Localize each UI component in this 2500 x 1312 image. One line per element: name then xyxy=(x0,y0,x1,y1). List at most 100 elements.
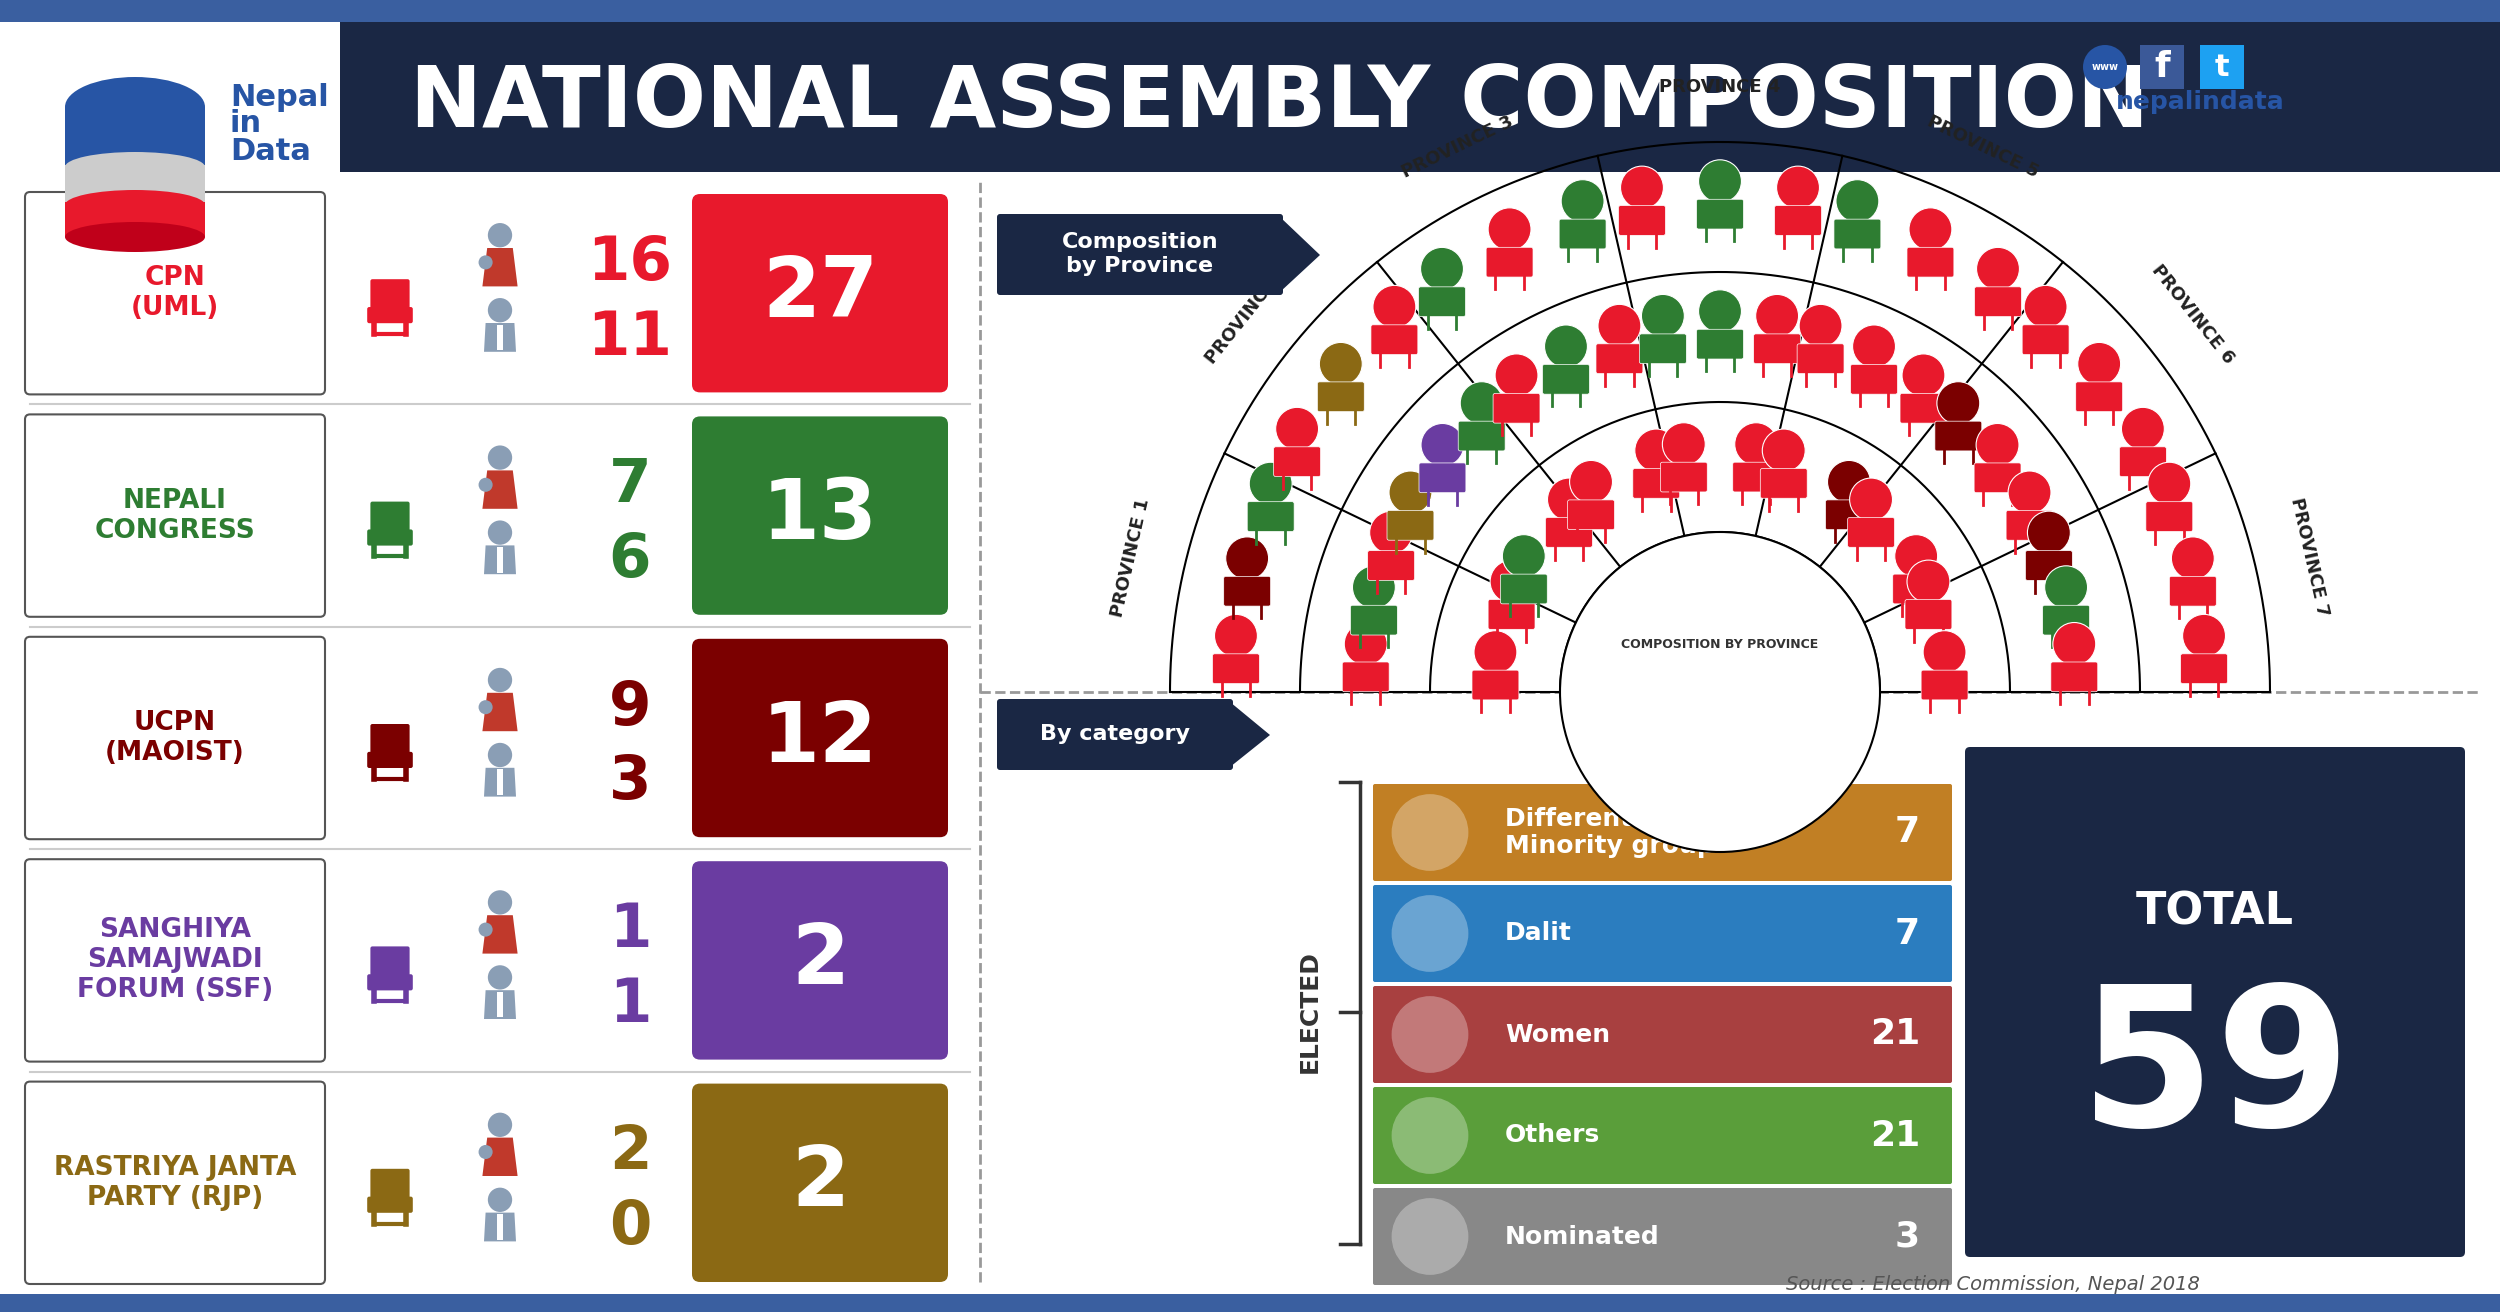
Circle shape xyxy=(1698,290,1742,333)
FancyBboxPatch shape xyxy=(1417,287,1465,316)
Circle shape xyxy=(478,922,492,937)
Circle shape xyxy=(1762,429,1805,472)
FancyBboxPatch shape xyxy=(1900,394,1948,422)
Text: 1: 1 xyxy=(610,976,650,1035)
Text: UCPN
(MAOIST): UCPN (MAOIST) xyxy=(105,710,245,766)
Polygon shape xyxy=(482,1138,518,1176)
Circle shape xyxy=(1548,478,1590,521)
FancyBboxPatch shape xyxy=(2120,447,2168,476)
FancyBboxPatch shape xyxy=(693,639,948,837)
Polygon shape xyxy=(485,768,515,796)
Circle shape xyxy=(2148,462,2190,505)
Text: PROVINCE 7: PROVINCE 7 xyxy=(2288,496,2332,618)
Text: RASTRIYA JANTA
PARTY (RJP): RASTRIYA JANTA PARTY (RJP) xyxy=(55,1155,295,1211)
Text: PROVINCE 1: PROVINCE 1 xyxy=(1108,496,1152,618)
Circle shape xyxy=(488,966,512,989)
Circle shape xyxy=(1250,462,1292,505)
Circle shape xyxy=(1420,248,1462,290)
Text: 16: 16 xyxy=(588,234,673,293)
FancyBboxPatch shape xyxy=(2050,663,2098,691)
FancyBboxPatch shape xyxy=(1472,670,1520,699)
FancyBboxPatch shape xyxy=(370,501,410,534)
FancyBboxPatch shape xyxy=(1660,462,1708,492)
Text: PROVINCE 5: PROVINCE 5 xyxy=(1925,113,2040,181)
FancyBboxPatch shape xyxy=(1618,206,1665,235)
Circle shape xyxy=(478,701,492,714)
FancyBboxPatch shape xyxy=(370,946,410,979)
FancyBboxPatch shape xyxy=(2042,605,2090,635)
Circle shape xyxy=(1420,424,1465,466)
Circle shape xyxy=(488,1113,512,1138)
FancyBboxPatch shape xyxy=(693,416,948,615)
Circle shape xyxy=(2052,622,2095,665)
Polygon shape xyxy=(280,22,340,172)
FancyBboxPatch shape xyxy=(2075,382,2122,412)
Circle shape xyxy=(2025,285,2068,328)
Circle shape xyxy=(1978,248,2020,290)
Ellipse shape xyxy=(65,190,205,220)
Circle shape xyxy=(1545,325,1588,367)
Bar xyxy=(498,324,502,350)
FancyBboxPatch shape xyxy=(1595,344,1642,374)
Text: 21: 21 xyxy=(1870,1018,1920,1051)
Text: Others: Others xyxy=(1505,1123,1600,1148)
FancyBboxPatch shape xyxy=(1488,600,1535,630)
Circle shape xyxy=(1320,342,1362,386)
FancyBboxPatch shape xyxy=(1372,987,1952,1082)
Circle shape xyxy=(1560,180,1605,223)
FancyBboxPatch shape xyxy=(1560,219,1605,249)
FancyBboxPatch shape xyxy=(368,307,413,323)
Circle shape xyxy=(1475,631,1518,673)
FancyBboxPatch shape xyxy=(1222,576,1270,606)
Circle shape xyxy=(478,478,492,492)
Bar xyxy=(65,108,205,167)
FancyBboxPatch shape xyxy=(2180,653,2228,684)
FancyBboxPatch shape xyxy=(1698,329,1742,359)
FancyBboxPatch shape xyxy=(2025,551,2072,580)
Bar xyxy=(0,0,2500,22)
Circle shape xyxy=(2122,407,2165,450)
Text: 3: 3 xyxy=(1895,1219,1920,1253)
Circle shape xyxy=(488,446,512,470)
Text: 2: 2 xyxy=(790,920,850,1001)
FancyBboxPatch shape xyxy=(368,1197,413,1212)
Text: 7: 7 xyxy=(1895,917,1920,950)
Circle shape xyxy=(478,1145,492,1158)
Text: CPN
(UML): CPN (UML) xyxy=(130,265,220,321)
Text: 6: 6 xyxy=(610,531,650,590)
Text: Source : Election Commission, Nepal 2018: Source : Election Commission, Nepal 2018 xyxy=(1785,1274,2200,1294)
FancyBboxPatch shape xyxy=(1732,462,1780,492)
Text: Dalit: Dalit xyxy=(1505,921,1572,946)
Circle shape xyxy=(1215,614,1258,657)
FancyBboxPatch shape xyxy=(1905,600,1952,630)
Circle shape xyxy=(1370,512,1412,554)
FancyBboxPatch shape xyxy=(1835,219,1880,249)
Circle shape xyxy=(2172,537,2215,580)
Circle shape xyxy=(1495,354,1538,396)
Polygon shape xyxy=(485,546,515,575)
Text: 7: 7 xyxy=(608,457,652,516)
FancyBboxPatch shape xyxy=(1920,670,1968,699)
Text: PROVINCE 4: PROVINCE 4 xyxy=(1660,77,1780,96)
FancyBboxPatch shape xyxy=(1825,500,1872,530)
Circle shape xyxy=(2028,512,2070,554)
Circle shape xyxy=(2082,45,2128,89)
Circle shape xyxy=(488,521,512,544)
Bar xyxy=(65,165,205,188)
FancyBboxPatch shape xyxy=(2023,325,2070,354)
FancyBboxPatch shape xyxy=(1908,247,1955,277)
Text: 0: 0 xyxy=(610,1198,650,1257)
Circle shape xyxy=(1393,1097,1468,1174)
FancyBboxPatch shape xyxy=(1500,575,1548,604)
FancyBboxPatch shape xyxy=(998,214,1282,295)
Text: 21: 21 xyxy=(1870,1119,1920,1152)
FancyBboxPatch shape xyxy=(368,975,413,991)
Circle shape xyxy=(1835,180,1880,223)
FancyBboxPatch shape xyxy=(1965,747,2465,1257)
FancyBboxPatch shape xyxy=(1935,421,1982,451)
FancyBboxPatch shape xyxy=(1388,510,1435,541)
FancyBboxPatch shape xyxy=(25,636,325,840)
FancyBboxPatch shape xyxy=(1760,468,1808,499)
Text: Nominated: Nominated xyxy=(1505,1224,1660,1249)
FancyBboxPatch shape xyxy=(693,194,948,392)
